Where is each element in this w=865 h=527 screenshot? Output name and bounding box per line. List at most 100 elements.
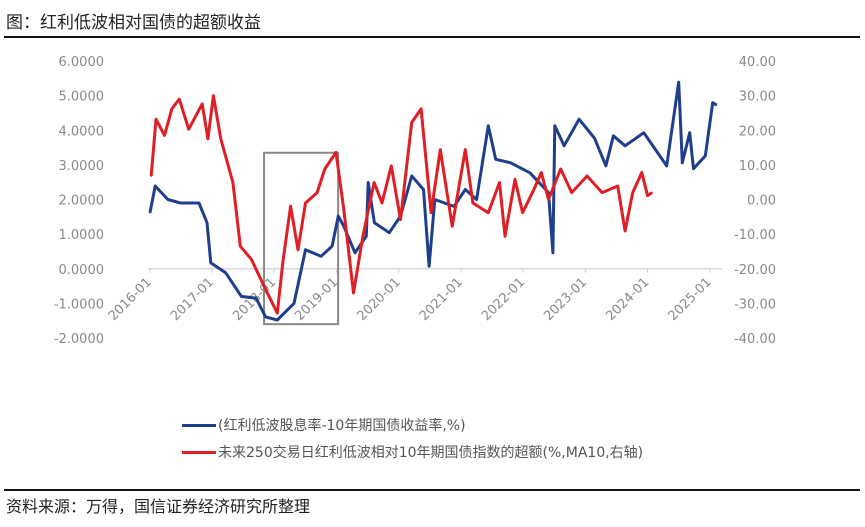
right-tick-label: -30.00 <box>734 297 776 312</box>
data-point <box>410 175 413 177</box>
data-point <box>509 161 512 164</box>
left-axis-ticks: -2.0000 -1.0000 0.0000 1.0000 2.0000 3.0000 4.… <box>54 55 104 347</box>
data-point <box>206 221 208 224</box>
data-point <box>304 202 307 204</box>
data-point <box>586 175 588 177</box>
series-layer <box>148 80 718 322</box>
footer-divider <box>4 489 860 491</box>
data-point <box>362 235 364 238</box>
data-point <box>178 98 181 100</box>
data-point <box>323 168 326 170</box>
data-point <box>320 255 322 258</box>
right-tick-label: 20.00 <box>739 124 776 139</box>
data-point <box>264 288 267 291</box>
series-blue <box>148 80 718 322</box>
data-point <box>563 145 565 147</box>
data-point <box>494 158 497 161</box>
data-point <box>365 235 368 238</box>
data-point <box>422 188 425 191</box>
data-point <box>343 208 345 211</box>
left-tick-label: 2.0000 <box>59 194 105 209</box>
data-point <box>646 194 649 197</box>
data-point <box>399 218 402 221</box>
source-note: 资料来源：万得，国信证券经济研究所整理 <box>6 497 311 516</box>
series-line <box>149 94 653 315</box>
right-tick-label: 10.00 <box>739 159 776 174</box>
data-point <box>167 198 169 201</box>
data-point <box>504 235 506 238</box>
data-point <box>533 188 535 191</box>
data-point <box>624 230 626 232</box>
data-point <box>255 297 257 299</box>
x-tick-label: 2016-01 <box>106 275 155 324</box>
title-divider <box>4 36 860 38</box>
data-point <box>163 134 166 137</box>
data-point <box>464 188 467 191</box>
legend-swatch-red <box>182 450 216 454</box>
right-tick-label: 30.00 <box>739 90 776 105</box>
data-point <box>367 181 370 184</box>
data-point <box>219 138 222 140</box>
data-point <box>601 191 603 194</box>
data-point <box>487 211 490 214</box>
data-point <box>514 178 516 181</box>
data-point <box>642 131 645 134</box>
legend-label-red: 未来250交易日红利低波相对10年期国债指数的超额(%,MA10,右轴) <box>218 445 644 461</box>
right-tick-label: 0.00 <box>747 194 776 209</box>
right-axis-ticks: -40.00 -30.00 -20.00 -10.00 0.00 10.00 20.00 30… <box>734 55 776 347</box>
data-point <box>381 202 383 204</box>
legend-item-red: 未来250交易日红利低波相对10年期国债指数的超额(%,MA10,右轴) <box>182 442 643 462</box>
data-point <box>154 185 156 187</box>
left-tick-label: 6.0000 <box>59 55 105 70</box>
data-point <box>521 211 524 214</box>
data-point <box>352 292 355 294</box>
left-tick-label: 1.0000 <box>59 228 105 243</box>
data-point <box>529 172 531 174</box>
data-point <box>232 181 234 184</box>
x-tick-label: 2024-01 <box>603 275 652 324</box>
data-point <box>276 312 279 314</box>
data-point <box>651 191 653 194</box>
data-point <box>428 265 430 268</box>
data-point <box>316 191 318 194</box>
data-point <box>304 248 307 251</box>
x-tick-label: 2022-01 <box>479 275 528 324</box>
legend-item-blue: (红利低波股息率-10年期国债收益率,%) <box>182 415 466 435</box>
annotation-layer <box>263 151 340 326</box>
data-point <box>547 198 550 201</box>
x-axis-ticks: 2016-01 2017-01 2018-01 2019-01 2020-01 2021-… <box>106 268 715 324</box>
data-point <box>688 131 691 134</box>
data-point <box>654 148 657 151</box>
x-tick-label: 2025-01 <box>666 275 715 324</box>
data-point <box>487 124 490 127</box>
data-point <box>337 215 340 217</box>
data-point <box>677 81 680 83</box>
data-point <box>475 198 478 201</box>
data-point <box>282 261 284 264</box>
data-point <box>681 161 684 164</box>
data-point <box>240 295 243 298</box>
highlight-box <box>263 151 340 326</box>
x-tick-label: 2020-01 <box>355 275 404 324</box>
series-line <box>148 80 718 322</box>
data-point <box>388 231 391 234</box>
data-point <box>155 118 157 120</box>
right-tick-label: -40.00 <box>734 332 776 347</box>
data-point <box>472 202 474 204</box>
data-point <box>331 245 333 248</box>
left-tick-label: 5.0000 <box>59 90 105 105</box>
data-point <box>704 155 707 157</box>
data-point <box>612 134 615 137</box>
data-point <box>578 118 580 120</box>
right-tick-label: -10.00 <box>734 228 776 243</box>
data-point <box>390 165 393 167</box>
data-point <box>354 252 356 254</box>
data-point <box>439 148 442 151</box>
data-point <box>150 175 152 177</box>
data-point <box>179 202 182 204</box>
x-tick-label: 2023-01 <box>541 275 590 324</box>
x-tick-label: 2017-01 <box>168 275 217 324</box>
data-point <box>554 124 556 127</box>
data-point <box>212 94 215 97</box>
